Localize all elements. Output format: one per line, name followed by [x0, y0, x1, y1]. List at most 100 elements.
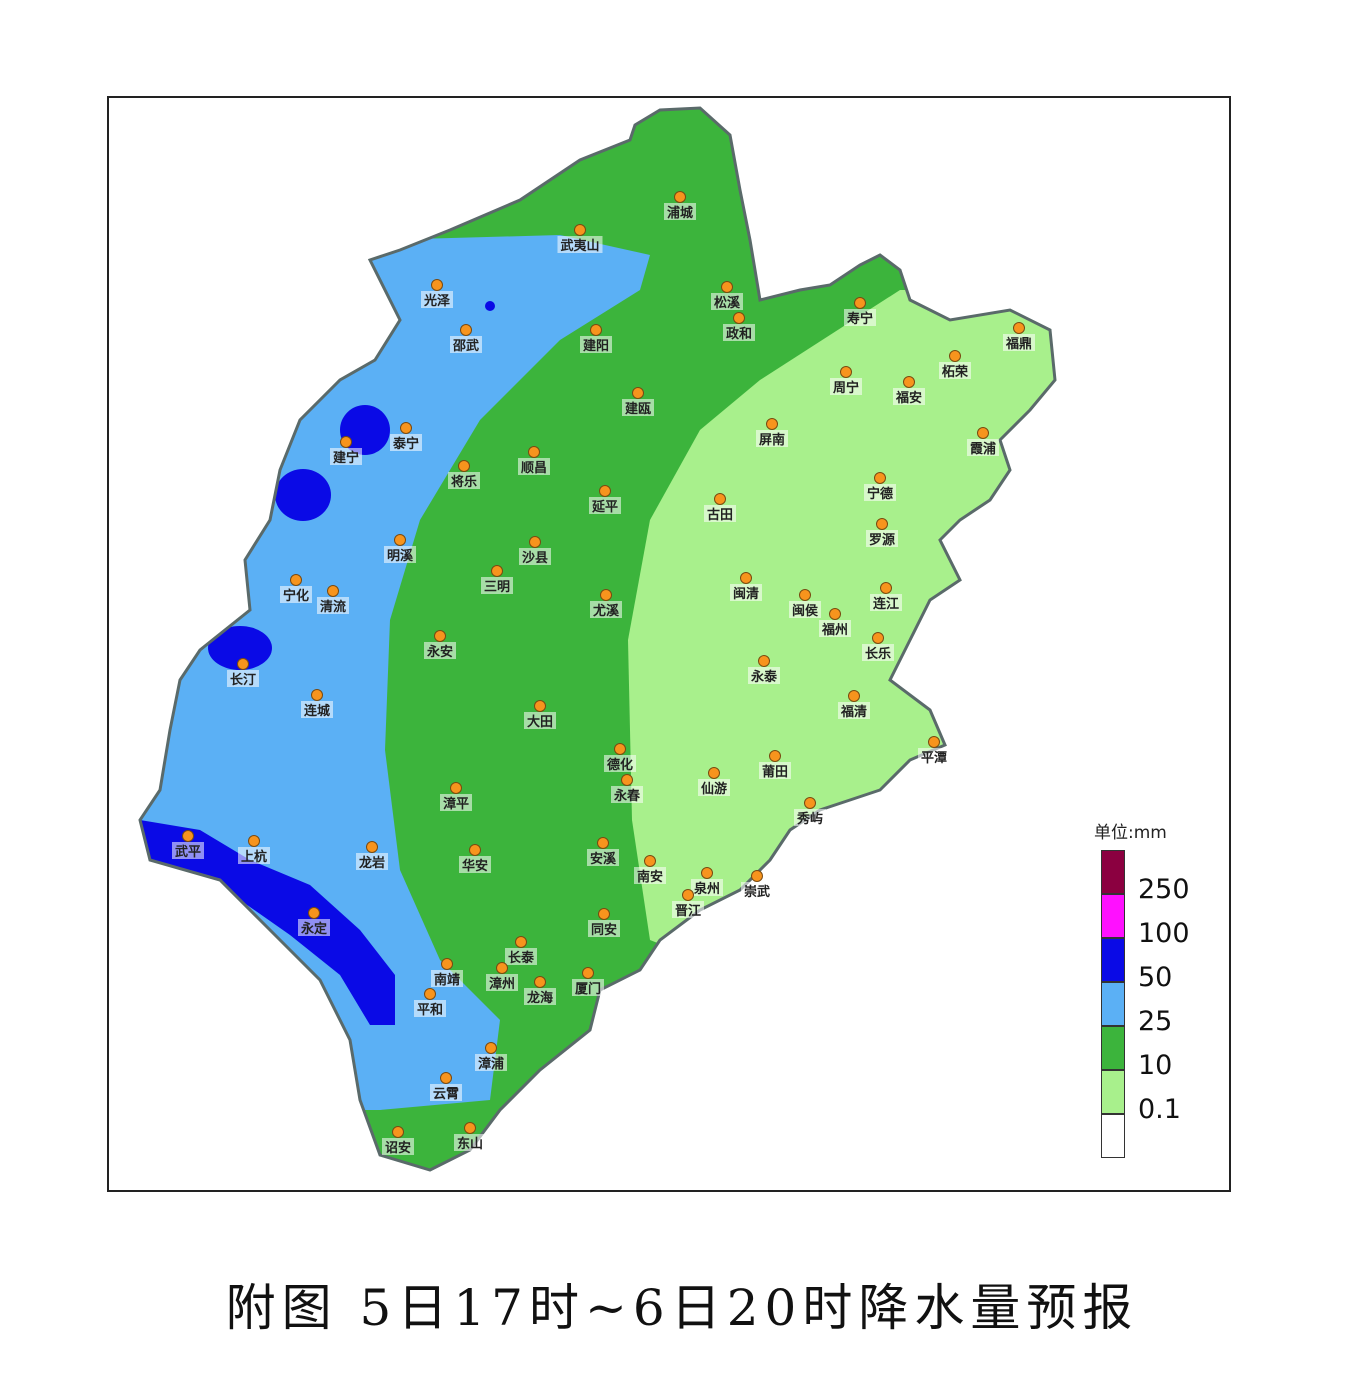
city-label: 罗源: [869, 532, 895, 548]
legend-swatch: [1101, 1026, 1125, 1070]
city-label: 周宁: [833, 380, 859, 396]
city-marker-icon: [441, 958, 453, 970]
city-label: 德化: [607, 757, 633, 773]
city-marker-icon: [766, 418, 778, 430]
city-marker-icon: [854, 297, 866, 309]
city-同安: 同安: [588, 908, 620, 938]
city-label: 福州: [821, 622, 848, 638]
city-marker-icon: [799, 589, 811, 601]
city-marker-icon: [682, 889, 694, 901]
city-浦城: 浦城: [664, 191, 696, 221]
city-长乐: 长乐: [862, 632, 894, 662]
city-闽侯: 闽侯: [789, 589, 821, 619]
city-福安: 福安: [893, 376, 925, 406]
city-秀屿: 秀屿: [794, 797, 826, 827]
city-安溪: 安溪: [587, 837, 619, 867]
city-古田: 古田: [704, 493, 736, 523]
city-marker-icon: [464, 1122, 476, 1134]
city-label: 上杭: [241, 849, 267, 865]
city-label: 闽侯: [792, 603, 818, 619]
city-莆田: 莆田: [759, 750, 791, 780]
city-marker-icon: [644, 855, 656, 867]
city-label: 宁德: [867, 486, 893, 502]
city-label: 云霄: [433, 1087, 459, 1102]
city-marker-icon: [876, 518, 888, 530]
legend-swatch: [1101, 850, 1125, 894]
city-marker-icon: [392, 1126, 404, 1138]
city-marker-icon: [496, 962, 508, 974]
city-屏南: 屏南: [756, 418, 788, 448]
city-marker-icon: [829, 608, 841, 620]
city-marker-icon: [440, 1072, 452, 1084]
city-label: 泰宁: [392, 436, 419, 452]
city-label: 武平: [175, 844, 201, 860]
legend-title: 单位:mm: [1094, 823, 1167, 843]
legend-swatch: [1101, 1070, 1125, 1114]
city-大田: 大田: [524, 700, 556, 730]
city-marker-icon: [840, 366, 852, 378]
city-福鼎: 福鼎: [1003, 322, 1035, 352]
legend-swatch: [1101, 1114, 1125, 1158]
city-marker-icon: [431, 279, 443, 291]
city-永泰: 永泰: [748, 655, 780, 685]
city-marker-icon: [614, 743, 626, 755]
province-outline: [138, 106, 1057, 1172]
city-label: 华安: [462, 858, 488, 874]
city-政和: 政和: [723, 312, 755, 342]
city-label: 古田: [707, 507, 733, 523]
city-marker-icon: [248, 835, 260, 847]
city-南安: 南安: [634, 855, 666, 885]
city-marker-icon: [574, 224, 586, 236]
city-永安: 永安: [424, 630, 456, 660]
city-德化: 德化: [604, 743, 636, 773]
city-福清: 福清: [838, 690, 870, 720]
city-marker-icon: [469, 844, 481, 856]
city-label: 武夷山: [560, 238, 599, 254]
city-label: 福安: [895, 390, 922, 406]
city-罗源: 罗源: [866, 518, 898, 548]
city-label: 漳州: [489, 976, 515, 992]
city-label: 厦门: [575, 981, 601, 997]
city-marker-icon: [714, 493, 726, 505]
city-霞浦: 霞浦: [967, 427, 999, 457]
city-marker-icon: [740, 572, 752, 584]
city-label: 莆田: [762, 764, 788, 780]
city-晋江: 晋江: [672, 889, 704, 919]
city-marker-icon: [450, 782, 462, 794]
city-marker-icon: [400, 422, 412, 434]
city-label: 屏南: [759, 432, 785, 448]
city-龙岩: 龙岩: [356, 841, 388, 871]
city-建阳: 建阳: [580, 324, 612, 354]
city-label: 柘荣: [941, 364, 969, 380]
city-label: 建阳: [583, 338, 609, 354]
legend-value: 250: [1138, 874, 1190, 905]
city-marker-icon: [582, 967, 594, 979]
city-诏安: 诏安: [382, 1126, 414, 1156]
city-label: 同安: [591, 922, 617, 938]
city-尤溪: 尤溪: [590, 589, 622, 619]
city-label: 寿宁: [847, 311, 873, 327]
city-武平: 武平: [172, 830, 204, 860]
city-label: 清流: [320, 599, 346, 615]
city-label: 霞浦: [970, 441, 996, 457]
city-永春: 永春: [611, 774, 643, 804]
city-marker-icon: [308, 907, 320, 919]
city-建宁: 建宁: [330, 436, 362, 466]
city-label: 政和: [726, 326, 752, 342]
city-漳州: 漳州: [486, 962, 518, 992]
legend-swatch: [1101, 938, 1125, 982]
city-label: 浦城: [667, 205, 693, 221]
city-label: 福鼎: [1005, 336, 1032, 352]
city-东山: 东山: [454, 1122, 486, 1152]
city-label: 顺昌: [521, 461, 547, 476]
city-marker-icon: [708, 767, 720, 779]
city-延平: 延平: [589, 485, 621, 515]
city-上杭: 上杭: [238, 835, 270, 865]
legend-swatch: [1101, 894, 1125, 938]
city-明溪: 明溪: [384, 534, 416, 564]
city-label: 诏安: [385, 1140, 411, 1156]
city-marker-icon: [758, 655, 770, 667]
city-label: 三明: [484, 580, 510, 595]
city-label: 龙岩: [359, 855, 385, 871]
